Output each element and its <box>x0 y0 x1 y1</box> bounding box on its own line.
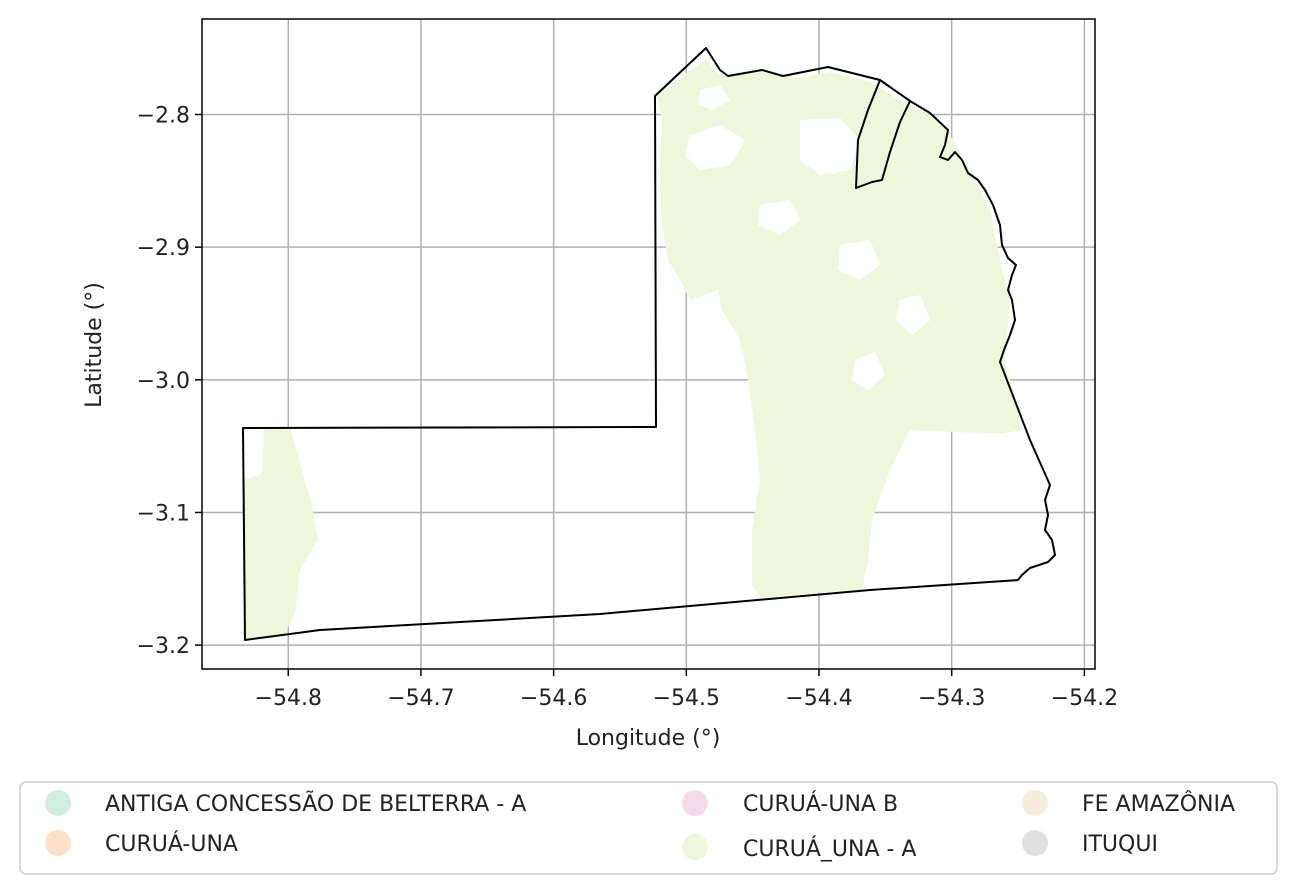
region-gaps <box>685 85 930 390</box>
y-tick-label: −2.9 <box>137 236 190 261</box>
legend-marker <box>45 790 71 816</box>
legend-item: CURUÁ_UNA - A <box>682 834 917 862</box>
legend: ANTIGA CONCESSÃO DE BELTERRA - A CURUÁ-U… <box>19 781 1278 875</box>
legend-label: ITUQUI <box>1082 832 1158 857</box>
legend-label: FE AMAZÔNIA <box>1082 791 1235 817</box>
legend-item: CURUÁ-UNA B <box>682 790 898 817</box>
legend-box <box>19 781 1278 875</box>
y-axis: −2.8 −2.9 −3.0 −3.1 −3.2 <box>137 104 202 659</box>
legend-marker <box>1022 830 1048 856</box>
legend-item: ITUQUI <box>1022 830 1158 857</box>
x-axis-label: Longitude (°) <box>576 726 721 751</box>
legend-label: CURUÁ-UNA <box>105 831 238 857</box>
x-axis: −54.8 −54.7 −54.6 −54.5 −54.4 −54.3 −54.2 <box>255 669 1118 711</box>
x-tick-label: −54.5 <box>653 686 720 711</box>
legend-marker <box>1022 790 1048 816</box>
y-tick-label: −2.8 <box>137 104 190 129</box>
legend-label: CURUÁ_UNA - A <box>743 836 917 862</box>
y-tick-label: −3.1 <box>137 501 190 526</box>
y-tick-label: −3.2 <box>137 634 190 659</box>
legend-item: CURUÁ-UNA <box>45 830 238 857</box>
legend-label: CURUÁ-UNA B <box>743 791 898 817</box>
x-tick-label: −54.2 <box>1051 686 1118 711</box>
legend-marker <box>682 790 708 816</box>
axes-frame <box>201 18 1096 670</box>
x-tick-label: −54.4 <box>785 686 852 711</box>
region-curua-una-a <box>243 60 1022 640</box>
legend-item: ANTIGA CONCESSÃO DE BELTERRA - A <box>45 790 526 817</box>
x-tick-label: −54.7 <box>387 686 454 711</box>
legend-marker <box>45 830 71 856</box>
inner-boundary <box>855 79 911 189</box>
legend-item: FE AMAZÔNIA <box>1022 790 1235 817</box>
legend-marker <box>682 834 708 860</box>
x-tick-label: −54.6 <box>520 686 587 711</box>
x-tick-label: −54.3 <box>918 686 985 711</box>
concession-boundary <box>242 47 1056 641</box>
x-tick-label: −54.8 <box>255 686 322 711</box>
y-tick-label: −3.0 <box>137 369 190 394</box>
y-axis-label: Latitude (°) <box>82 282 107 408</box>
legend-label: ANTIGA CONCESSÃO DE BELTERRA - A <box>105 790 526 817</box>
